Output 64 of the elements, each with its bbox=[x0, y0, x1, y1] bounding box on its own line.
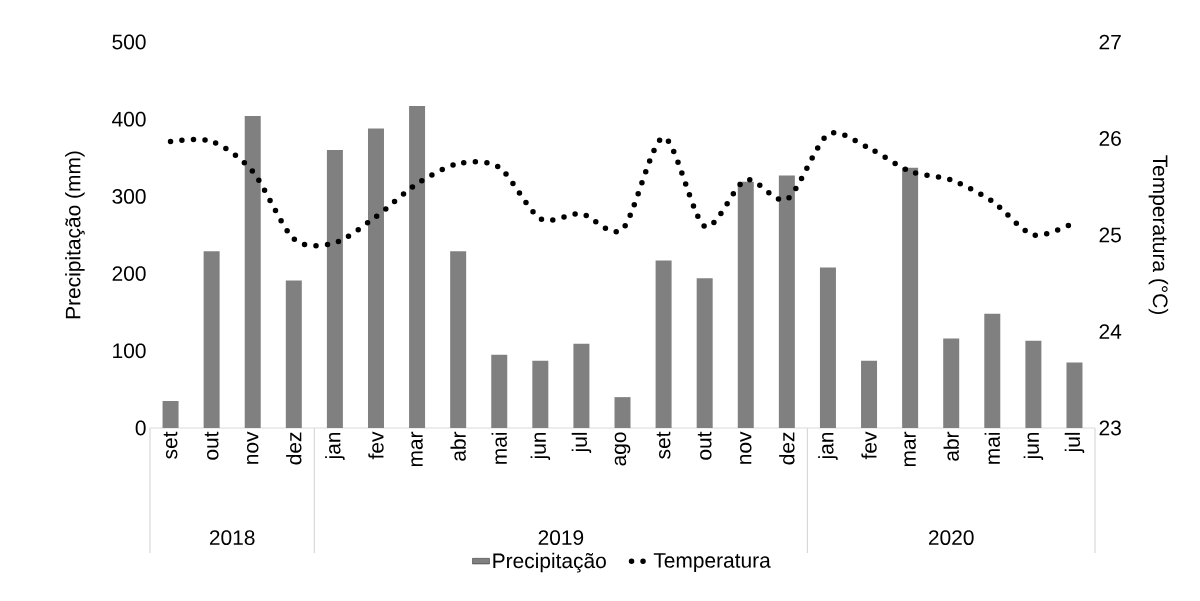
y-tick-label: 500 bbox=[112, 34, 146, 50]
legend-label: Precipitação bbox=[493, 552, 606, 573]
x-tick-label: abr bbox=[943, 431, 959, 461]
x-tick-label: fev bbox=[861, 431, 877, 460]
y2-tick-label: 26 bbox=[1099, 131, 1121, 146]
x-tick-label: jan bbox=[325, 432, 345, 460]
x-tick-label: set bbox=[163, 431, 178, 459]
bar bbox=[573, 343, 590, 428]
legend-label: Temperatura bbox=[653, 553, 771, 572]
x-tick-label: out bbox=[697, 431, 712, 460]
y2-tick-label: 23 bbox=[1099, 420, 1121, 436]
y-tick-label: 0 bbox=[135, 420, 146, 436]
x-tick-label: mar bbox=[904, 431, 916, 467]
y-tick-label: 300 bbox=[112, 188, 146, 204]
x-tick-label: fev bbox=[368, 431, 384, 460]
bar bbox=[326, 150, 343, 428]
bar bbox=[819, 267, 836, 428]
text: 2020 bbox=[928, 530, 974, 546]
y2-axis-title: Temperatura (°C) bbox=[1148, 155, 1169, 314]
text: 2018 bbox=[209, 530, 255, 546]
y-tick-label: 100 bbox=[113, 343, 146, 359]
x-tick-label: ago bbox=[614, 432, 631, 466]
bar bbox=[943, 338, 960, 428]
bar bbox=[902, 167, 919, 428]
bar bbox=[367, 128, 384, 428]
bar bbox=[861, 360, 878, 428]
x-tick-label: mai bbox=[491, 432, 507, 464]
bar bbox=[203, 251, 220, 428]
bar bbox=[244, 116, 261, 428]
x-tick-label: abr bbox=[450, 431, 466, 461]
y2-tick-label: 25 bbox=[1099, 227, 1121, 243]
x-tick-label: nov bbox=[740, 431, 752, 464]
bar bbox=[491, 354, 508, 428]
x-tick-label: nov bbox=[247, 431, 259, 464]
x-tick-label: jan bbox=[818, 432, 838, 460]
text: 2019 bbox=[538, 530, 584, 546]
y2-tick-label: 24 bbox=[1099, 324, 1122, 339]
y-tick-label: 200 bbox=[112, 266, 146, 281]
bar bbox=[614, 397, 631, 428]
x-tick-label: out bbox=[204, 431, 219, 460]
bar bbox=[285, 280, 302, 428]
bar bbox=[737, 181, 754, 428]
bar bbox=[450, 251, 467, 428]
bar bbox=[696, 278, 713, 428]
bar bbox=[778, 175, 795, 428]
x-tick-label: dez bbox=[779, 432, 795, 465]
x-tick-label: mar bbox=[411, 431, 423, 467]
x-tick-label: jul bbox=[571, 432, 592, 453]
x-tick-label: dez bbox=[286, 432, 302, 465]
x-tick-label: set bbox=[656, 431, 671, 459]
x-tick-label: mai bbox=[984, 432, 1000, 464]
x-tick-label: jun bbox=[1023, 432, 1044, 460]
bar bbox=[532, 360, 549, 428]
bar bbox=[984, 313, 1001, 428]
x-tick-label: jul bbox=[1064, 432, 1085, 453]
y-tick-label: 400 bbox=[112, 111, 146, 127]
y2-tick-label: 27 bbox=[1099, 34, 1121, 50]
bar bbox=[1025, 340, 1042, 428]
bar bbox=[162, 400, 179, 428]
bar bbox=[409, 106, 426, 428]
bar bbox=[1066, 362, 1083, 428]
y-axis-title: Precipitação (mm) bbox=[65, 151, 85, 319]
x-tick-label: jun bbox=[530, 432, 551, 460]
bar bbox=[655, 260, 672, 428]
